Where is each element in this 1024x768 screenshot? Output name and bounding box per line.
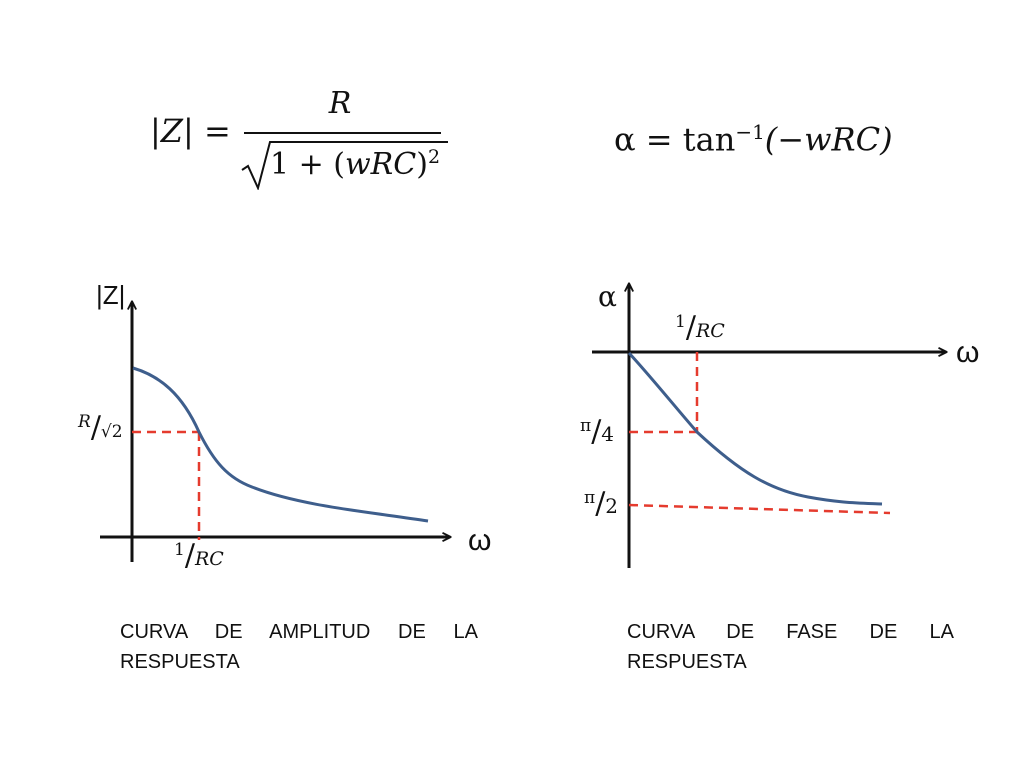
- phase-x-axis-label: ω: [956, 336, 980, 369]
- magnitude-formula-numerator: R: [328, 86, 352, 121]
- phase-quarter-marker: π/4: [580, 414, 615, 449]
- magnitude-formula-lhs: |Z| =: [150, 112, 231, 150]
- amplitude-curve: [132, 366, 429, 523]
- phase-curve: [627, 351, 883, 506]
- amplitude-y-marker: R/√2: [78, 410, 123, 445]
- amplitude-x-axis-label: ω: [468, 524, 492, 557]
- sqrt-radical-icon: [241, 141, 448, 190]
- amplitude-caption-line1: CURVA DE AMPLITUD DE LA: [120, 621, 478, 643]
- phase-half-marker: π/2: [584, 486, 619, 521]
- amplitude-caption-line2: RESPUESTA: [120, 651, 240, 673]
- phase-caption-line2: RESPUESTA: [627, 651, 747, 673]
- phase-asymptote: [628, 503, 891, 515]
- phase-formula: α = tan−1(−wRC): [614, 120, 893, 159]
- phase-y-axis-label: α: [598, 280, 617, 313]
- magnitude-formula-fraction-bar: [244, 132, 441, 134]
- phase-x-marker: 1/RC: [675, 310, 725, 345]
- phase-caption-line1: CURVA DE FASE DE LA: [627, 621, 954, 643]
- magnitude-formula-denominator: 1 + (wRC)2: [270, 146, 441, 182]
- amplitude-y-axis-label: |Z|: [96, 280, 126, 310]
- amplitude-x-marker: 1/RC: [174, 538, 224, 573]
